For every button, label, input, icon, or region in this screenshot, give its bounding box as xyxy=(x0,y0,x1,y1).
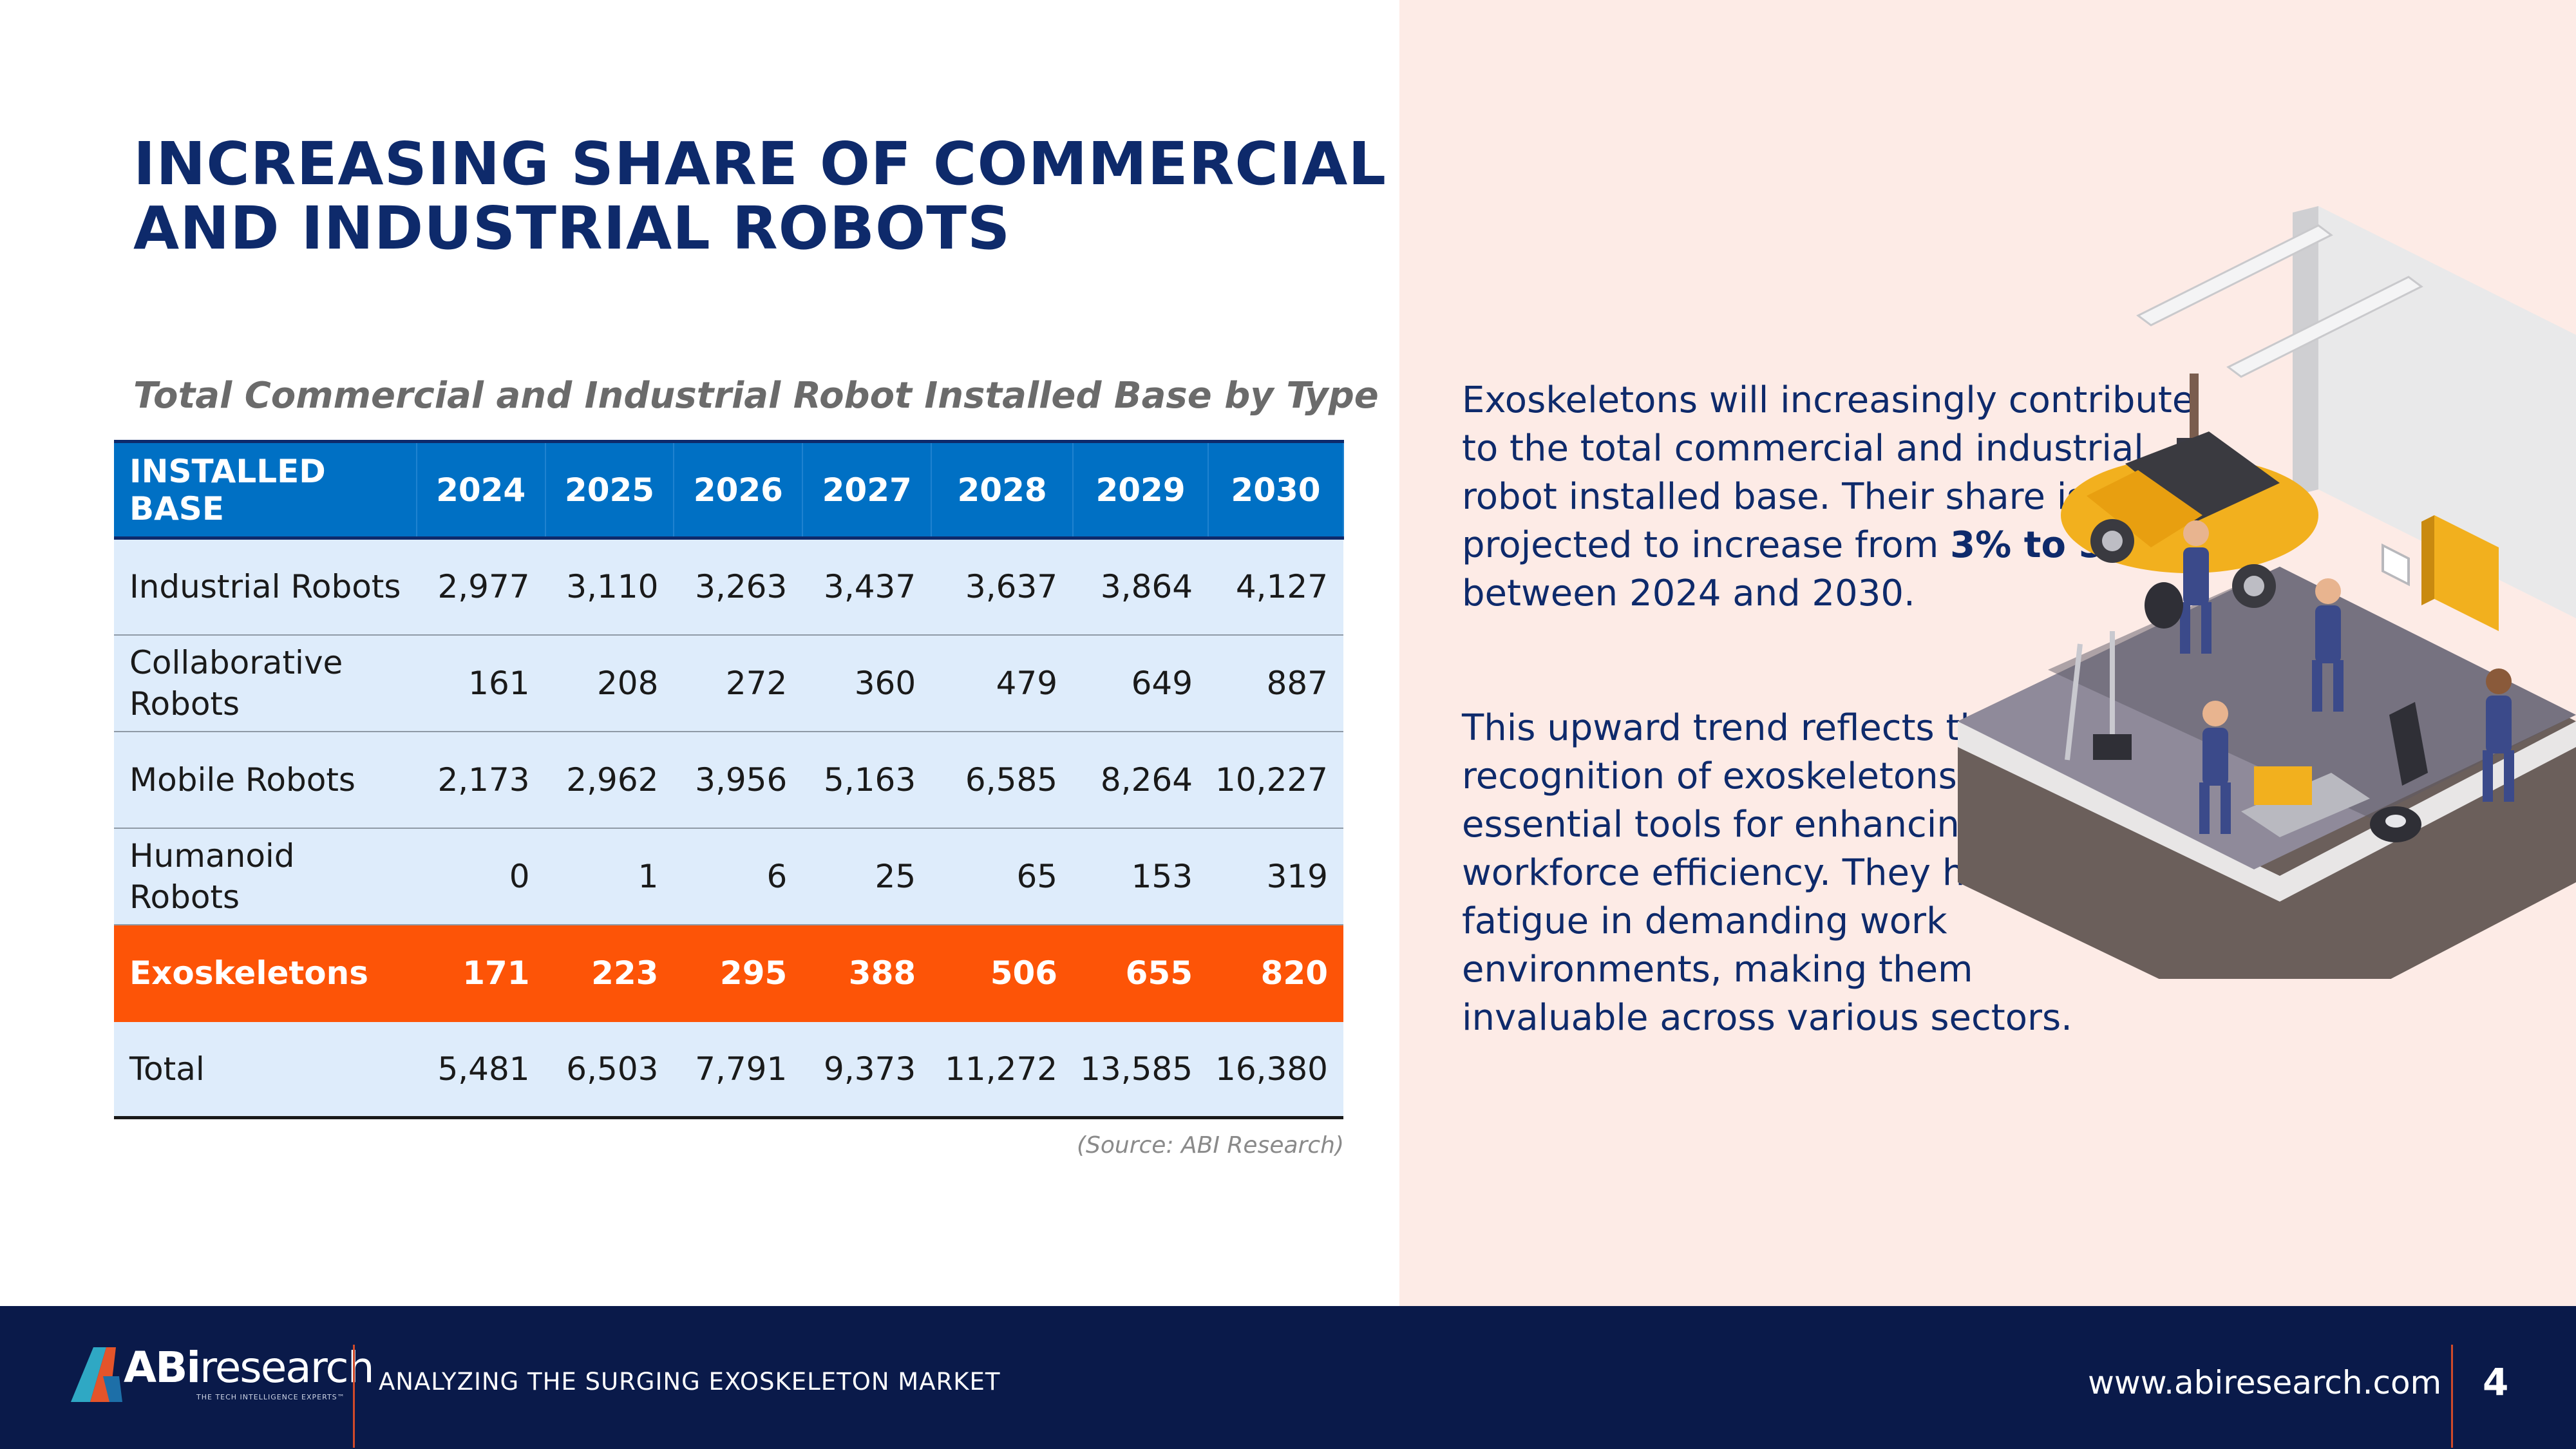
table-row-total: Total 5,481 6,503 7,791 9,373 11,272 13,… xyxy=(114,1021,1343,1119)
table-row-collaborative: Collaborative Robots 161 208 272 360 479… xyxy=(114,634,1343,732)
cell: 6 xyxy=(674,828,803,925)
table-row-mobile: Mobile Robots 2,173 2,962 3,956 5,163 6,… xyxy=(114,731,1343,829)
cell: 2,977 xyxy=(416,538,545,636)
cell: 3,956 xyxy=(674,731,803,829)
cell: 6,503 xyxy=(545,1021,674,1119)
page-number: 4 xyxy=(2483,1360,2509,1404)
row-label: Total xyxy=(114,1021,417,1119)
cell: 0 xyxy=(416,828,545,925)
cell: 223 xyxy=(545,924,674,1022)
cell: 2,962 xyxy=(545,731,674,829)
row-label: Industrial Robots xyxy=(114,538,417,636)
cell: 208 xyxy=(545,634,674,732)
cell: 479 xyxy=(931,634,1074,732)
header-installed-base: INSTALLED BASE xyxy=(114,440,417,540)
cell: 161 xyxy=(416,634,545,732)
cell: 506 xyxy=(931,924,1074,1022)
row-label: Humanoid Robots xyxy=(114,828,417,925)
cell: 25 xyxy=(802,828,932,925)
cell: 272 xyxy=(674,634,803,732)
paragraph-share-after: between 2024 and 2030. xyxy=(1462,573,1915,614)
footer-url-link[interactable]: www.abiresearch.com xyxy=(2088,1364,2442,1401)
cell: 388 xyxy=(802,924,932,1022)
cell: 3,437 xyxy=(802,538,932,636)
header-2028: 2028 xyxy=(931,440,1074,540)
cell: 65 xyxy=(931,828,1074,925)
cell: 13,585 xyxy=(1073,1021,1209,1119)
cell: 887 xyxy=(1208,634,1343,732)
row-label: Mobile Robots xyxy=(114,731,417,829)
footer-divider xyxy=(2451,1345,2453,1448)
header-2029: 2029 xyxy=(1073,440,1209,540)
logo-wordmark: ABiresearch xyxy=(124,1343,375,1392)
table-row-humanoid: Humanoid Robots 0 1 6 25 65 153 319 xyxy=(114,828,1343,925)
cell: 153 xyxy=(1073,828,1209,925)
footer-report-title: ANALYZING THE SURGING EXOSKELETON MARKET xyxy=(379,1368,1001,1396)
cell: 360 xyxy=(802,634,932,732)
footer-divider xyxy=(353,1345,355,1448)
logo-tagline: THE TECH INTELLIGENCE EXPERTS™ xyxy=(196,1393,345,1401)
cell: 16,380 xyxy=(1208,1021,1343,1119)
cell: 5,481 xyxy=(416,1021,545,1119)
cell: 649 xyxy=(1073,634,1209,732)
table-caption: Total Commercial and Industrial Robot In… xyxy=(133,375,1379,417)
footer-bar xyxy=(0,1306,2576,1449)
cell: 4,127 xyxy=(1208,538,1343,636)
cell: 2,173 xyxy=(416,731,545,829)
paragraph-share-before: Exoskeletons will increasingly contribut… xyxy=(1462,379,2195,566)
cell: 655 xyxy=(1073,924,1209,1022)
row-label: Exoskeletons xyxy=(114,924,417,1022)
paragraph-trend: This upward trend reflects the growing r… xyxy=(1462,707,2161,1039)
cell: 820 xyxy=(1208,924,1343,1022)
cell: 7,791 xyxy=(674,1021,803,1119)
cell: 10,227 xyxy=(1208,731,1343,829)
row-label: Collaborative Robots xyxy=(114,634,417,732)
table-header-row: INSTALLED BASE 2024 2025 2026 2027 2028 … xyxy=(114,440,1344,540)
table-row-exoskeletons: Exoskeletons 171 223 295 388 506 655 820 xyxy=(114,924,1343,1022)
header-2026: 2026 xyxy=(674,440,804,540)
header-2024: 2024 xyxy=(416,440,546,540)
cell: 171 xyxy=(416,924,545,1022)
cell: 5,163 xyxy=(802,731,932,829)
cell: 11,272 xyxy=(931,1021,1074,1119)
header-2025: 2025 xyxy=(545,440,675,540)
cell: 1 xyxy=(545,828,674,925)
table-row-industrial: Industrial Robots 2,977 3,110 3,263 3,43… xyxy=(114,538,1343,636)
abi-logo-icon xyxy=(71,1347,122,1402)
page-title: INCREASING SHARE OF COMMERCIAL AND INDUS… xyxy=(133,129,1387,263)
workshop-exoskeleton-illustration-icon xyxy=(1958,206,2576,979)
cell: 6,585 xyxy=(931,731,1074,829)
cell: 3,864 xyxy=(1073,538,1209,636)
cell: 3,637 xyxy=(931,538,1074,636)
cell: 3,263 xyxy=(674,538,803,636)
installed-base-table: INSTALLED BASE 2024 2025 2026 2027 2028 … xyxy=(114,440,1344,1119)
cell: 3,110 xyxy=(545,538,674,636)
header-2027: 2027 xyxy=(802,440,933,540)
logo-light: research xyxy=(200,1343,375,1392)
cell: 295 xyxy=(674,924,803,1022)
logo-bold: ABi xyxy=(124,1343,201,1392)
cell: 9,373 xyxy=(802,1021,932,1119)
header-2030: 2030 xyxy=(1208,440,1344,540)
cell: 8,264 xyxy=(1073,731,1209,829)
cell: 319 xyxy=(1208,828,1343,925)
source-note: (Source: ABI Research) xyxy=(1076,1132,1344,1159)
